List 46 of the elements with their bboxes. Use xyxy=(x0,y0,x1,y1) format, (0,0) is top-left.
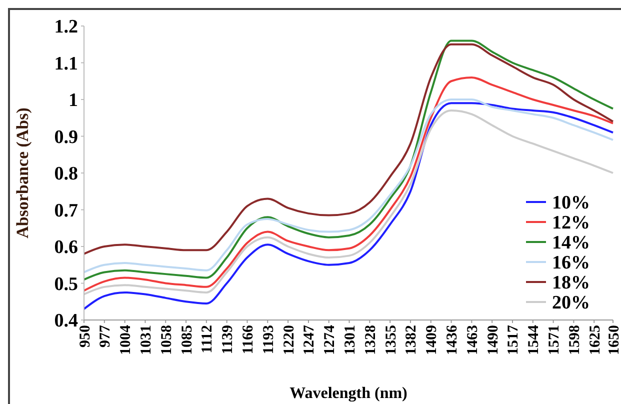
x-tick-label: 1650 xyxy=(606,325,621,355)
x-tick-label: 1490 xyxy=(485,325,502,355)
y-axis-title: Absorbance (Abs) xyxy=(13,108,32,238)
x-tick-label: 1436 xyxy=(444,324,461,355)
x-tick-label: 1517 xyxy=(506,324,522,355)
y-tick-label: 0.6 xyxy=(54,237,78,258)
y-tick-label: 0.8 xyxy=(54,164,78,185)
x-tick-label: 1328 xyxy=(362,325,379,355)
x-tick-label: 1544 xyxy=(526,324,542,355)
x-tick-label: 950 xyxy=(77,325,94,348)
y-tick-label: 0.7 xyxy=(54,200,78,222)
x-tick-label: 1247 xyxy=(302,324,318,355)
legend-label: 20% xyxy=(552,292,590,314)
y-tick-label: 0.4 xyxy=(54,310,78,332)
x-tick-label: 1355 xyxy=(383,325,400,355)
x-tick-label: 1571 xyxy=(546,325,563,355)
legend-label: 12% xyxy=(552,212,590,234)
x-tick-label: 1463 xyxy=(464,325,481,355)
y-tick-label: 0.5 xyxy=(54,274,78,295)
x-tick-label: 1409 xyxy=(424,325,440,355)
x-tick-label: 1220 xyxy=(281,325,298,355)
x-tick-label: 1085 xyxy=(179,325,196,355)
x-tick-label: 1112 xyxy=(200,325,216,354)
x-axis-title: Wavelength (nm) xyxy=(290,385,408,402)
x-tick-label: 1031 xyxy=(138,325,154,355)
x-tick-label: 977 xyxy=(98,324,114,348)
y-tick-label: 1.2 xyxy=(54,16,78,38)
legend-label: 10% xyxy=(552,192,590,214)
x-tick-label: 1301 xyxy=(342,325,359,355)
legend-label: 18% xyxy=(552,272,590,294)
line-series xyxy=(83,76,614,292)
x-tick-label: 1139 xyxy=(220,325,236,354)
x-tick-label: 1004 xyxy=(118,324,134,355)
x-tick-label: 1625 xyxy=(587,325,604,355)
legend-label: 16% xyxy=(552,252,590,274)
x-tick-label: 1058 xyxy=(158,325,175,355)
y-tick-label: 1 xyxy=(68,90,78,112)
x-tick-label: 1193 xyxy=(260,325,277,354)
x-tick-label: 1598 xyxy=(566,325,583,355)
y-tick-label: 0.9 xyxy=(54,126,78,148)
legend-label: 14% xyxy=(552,232,590,254)
line-series xyxy=(83,98,614,274)
x-tick-label: 1382 xyxy=(404,325,420,355)
x-tick-label: 1166 xyxy=(240,324,256,354)
x-tick-label: 1274 xyxy=(322,324,338,355)
y-tick-label: 1.1 xyxy=(54,53,78,74)
